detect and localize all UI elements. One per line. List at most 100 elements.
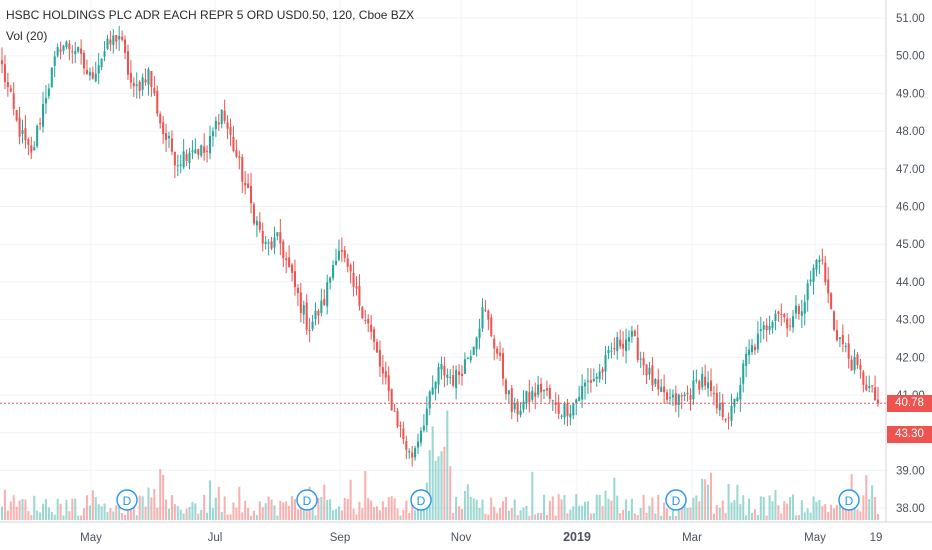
volume-bar — [742, 495, 745, 520]
volume-bar — [756, 515, 759, 520]
volume-bar — [695, 495, 698, 520]
candle-body — [126, 51, 130, 75]
volume-bar — [153, 489, 156, 520]
volume-bar — [220, 512, 223, 520]
volume-bar — [355, 514, 358, 520]
price-tick-label: 49.00 — [896, 88, 925, 100]
candle-body — [97, 65, 100, 74]
time-axis[interactable]: May Jul Sep Nov 2019 Mar May 19 — [80, 530, 882, 544]
candle-body — [39, 123, 42, 125]
volume-bar — [493, 506, 496, 520]
candle-body — [780, 314, 783, 316]
candle-body — [765, 325, 768, 330]
candle-body — [68, 43, 71, 50]
candle-body — [337, 250, 340, 260]
candle-body — [314, 310, 317, 320]
volume-bar — [660, 515, 663, 520]
candle-body — [789, 325, 792, 327]
time-tick-label: May — [80, 532, 102, 544]
price-tick-label: 39.00 — [896, 465, 925, 477]
candle-body — [361, 307, 364, 319]
candle-body — [771, 322, 774, 328]
candle-body — [311, 321, 314, 330]
dividend-marker[interactable]: D — [838, 489, 860, 511]
volume-bar — [847, 509, 850, 520]
volume-bar — [797, 515, 800, 520]
volume-bar — [806, 508, 809, 520]
candle-body — [206, 150, 209, 152]
candle-body — [15, 110, 18, 121]
volume-bar — [39, 512, 42, 520]
volume-bar — [686, 507, 689, 520]
dividend-marker[interactable]: D — [116, 489, 138, 511]
candle-body — [721, 402, 724, 418]
volume-bar — [513, 499, 516, 520]
volume-bar — [663, 502, 666, 520]
dividend-marker[interactable]: D — [410, 489, 432, 511]
volume-bar — [109, 508, 112, 520]
candle-body — [334, 260, 338, 265]
candle-body — [282, 241, 285, 259]
candle-body — [578, 396, 581, 402]
volume-bar — [780, 513, 783, 520]
volume-bar — [200, 509, 203, 520]
candle-body — [707, 382, 710, 389]
candle-body — [625, 339, 628, 351]
candle-body — [223, 110, 226, 121]
volume-bar — [65, 499, 68, 520]
dividend-marker[interactable]: D — [665, 489, 687, 511]
volume-bar — [542, 494, 546, 520]
candle-body — [835, 330, 839, 341]
candle-body — [695, 379, 698, 381]
volume-indicator-label[interactable]: Vol (20) — [6, 29, 48, 43]
volume-bar — [244, 500, 247, 520]
volume-bar — [24, 499, 27, 520]
candle-body — [458, 371, 461, 375]
volume-bar — [232, 502, 235, 520]
candle-body — [528, 392, 531, 403]
volume-bar — [750, 512, 754, 520]
volume-bar — [490, 497, 493, 520]
candle-body — [384, 371, 387, 378]
candle-body — [425, 408, 428, 426]
volume-bar — [777, 505, 780, 520]
candle-body — [531, 390, 534, 400]
volume-bar — [648, 505, 651, 520]
volume-bar — [238, 486, 241, 520]
candle-body — [323, 299, 326, 306]
volume-bar — [291, 496, 294, 520]
volume-bar — [0, 506, 4, 520]
candle-body — [712, 393, 715, 395]
volume-bar — [657, 495, 660, 520]
volume-bar — [250, 515, 253, 520]
candle-body — [548, 388, 551, 399]
volume-bar — [604, 490, 607, 520]
volume-bar — [739, 504, 742, 520]
candle-body — [821, 259, 824, 261]
candle-body — [475, 337, 478, 350]
volume-bar — [434, 460, 437, 520]
volume-bar — [730, 502, 733, 520]
candle-body — [346, 258, 349, 267]
dividend-marker-circle — [296, 489, 318, 511]
volume-bar — [838, 503, 841, 520]
volume-bar — [211, 508, 214, 520]
volume-bar — [666, 508, 669, 520]
volume-bar — [704, 479, 707, 520]
volume-bar — [393, 498, 396, 520]
volume-bar — [77, 515, 80, 520]
volume-bar — [399, 515, 402, 520]
volume-bar — [463, 490, 466, 520]
volume-bar — [654, 513, 657, 520]
volume-bar — [317, 497, 320, 520]
dividend-marker[interactable]: D — [296, 489, 318, 511]
candle-body — [739, 385, 742, 400]
candle-body — [208, 135, 212, 154]
candle-body — [592, 378, 595, 382]
candle-body — [396, 411, 399, 427]
candle-body — [302, 305, 305, 315]
candle-body — [91, 72, 94, 79]
candle-body — [197, 149, 200, 155]
